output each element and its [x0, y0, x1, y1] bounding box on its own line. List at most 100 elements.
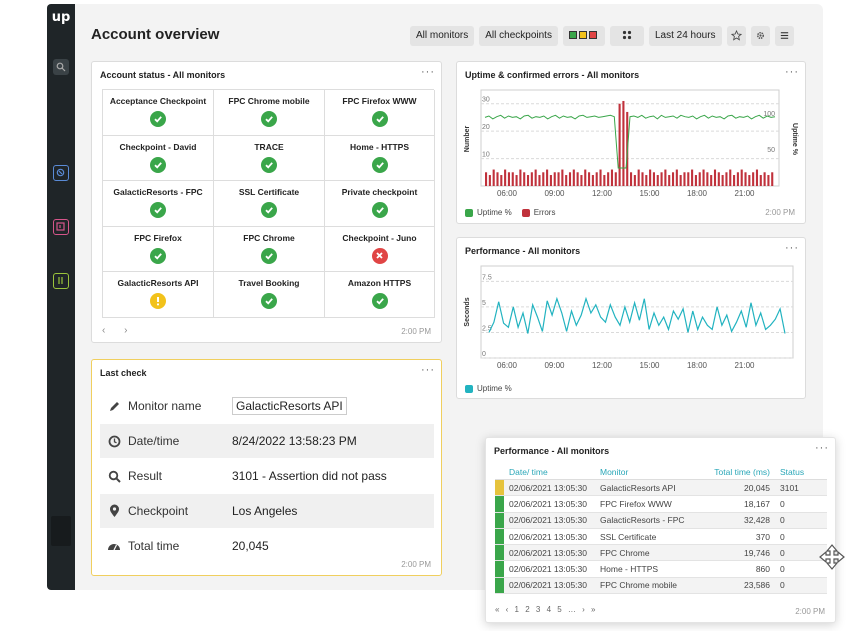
status-cell[interactable]: Amazon HTTPS [325, 272, 435, 318]
all-checkpoints-filter[interactable]: All checkpoints [479, 26, 558, 46]
performance-chart-title: Performance - All monitors [465, 246, 581, 256]
last-check-title: Last check [100, 368, 147, 378]
x-tick-label: 12:00 [592, 361, 613, 370]
status-cell-name: GalacticResorts - FPC [113, 187, 203, 198]
table-row[interactable]: 02/06/2021 13:05:30 GalacticResorts API 20… [495, 480, 827, 497]
status-cell[interactable]: Travel Booking [214, 272, 325, 318]
cell-monitor: Home - HTTPS [600, 564, 659, 575]
pencil-icon [100, 400, 128, 413]
error-bar [744, 172, 747, 186]
all-monitors-filter[interactable]: All monitors [410, 26, 475, 46]
status-grid: Acceptance Checkpoint FPC Chrome mobile FP… [102, 89, 435, 318]
perf-table-pager[interactable]: « ‹ 1 2 3 4 5 … › » [495, 605, 598, 614]
header-date[interactable]: Date/ time [509, 466, 548, 477]
uptime-chart-menu-button[interactable]: ··· [785, 66, 799, 78]
status-cell[interactable]: FPC Firefox WWW [325, 90, 435, 136]
last-check-value: 3101 - Assertion did not pass [232, 469, 387, 483]
status-cell[interactable]: GalacticResorts - FPC [103, 181, 214, 227]
check-circle-icon [371, 156, 388, 173]
move-icon[interactable] [818, 543, 846, 571]
account-status-menu-button[interactable]: ··· [421, 66, 435, 78]
error-bar [656, 175, 659, 186]
row-status-color [495, 545, 504, 561]
cell-total-time: 18,167 [744, 498, 770, 509]
favorite-button[interactable] [726, 26, 746, 46]
error-circle-icon [371, 247, 388, 264]
legend-performance-label: Uptime % [477, 384, 512, 393]
status-cell-name: Travel Booking [238, 278, 300, 289]
logo[interactable]: up [51, 10, 71, 25]
cell-status: 0 [780, 547, 785, 558]
status-cell-name: Home - HTTPS [349, 141, 410, 152]
status-cell[interactable]: Checkpoint - David [103, 135, 214, 182]
y-tick-label: 0 [482, 351, 486, 358]
y-tick-label: 7.5 [482, 274, 492, 281]
status-cell[interactable]: TRACE [214, 135, 325, 182]
table-row[interactable]: 02/06/2021 13:05:30 FPC Firefox WWW 18,167… [495, 496, 827, 513]
error-bar [706, 172, 709, 186]
error-bar [492, 169, 495, 186]
perf-table-menu-button[interactable]: ··· [815, 442, 829, 454]
layout-grid-button[interactable] [609, 26, 644, 46]
sidebar-dashboards-button[interactable] [53, 165, 69, 181]
header-total-time[interactable]: Total time (ms) [714, 466, 770, 477]
status-cell[interactable]: Acceptance Checkpoint [103, 90, 214, 136]
x-tick-label: 18:00 [687, 361, 708, 370]
error-bar [767, 175, 770, 186]
status-color-filter[interactable] [562, 26, 605, 46]
sidebar-search-button[interactable] [53, 59, 69, 75]
status-cell[interactable]: FPC Firefox [103, 226, 214, 273]
table-row[interactable]: 02/06/2021 13:05:30 FPC Chrome 19,746 0 [495, 545, 827, 562]
legend-uptime: Uptime % [465, 208, 512, 217]
header-monitor[interactable]: Monitor [600, 466, 629, 477]
last-check-label: Date/time [128, 434, 180, 448]
performance-table-card: Performance - All monitors ··· Date/ tim… [485, 437, 836, 623]
last-check-menu-button[interactable]: ··· [421, 364, 435, 376]
check-circle-icon [150, 202, 166, 219]
table-row[interactable]: 02/06/2021 13:05:30 GalacticResorts - FPC… [495, 512, 827, 529]
error-bar [610, 169, 614, 186]
table-row[interactable]: 02/06/2021 13:05:30 FPC Chrome mobile 23,5… [495, 577, 827, 595]
status-cell[interactable]: Private checkpoint [325, 181, 435, 227]
error-bar [740, 169, 743, 186]
cell-date: 02/06/2021 13:05:30 [509, 580, 587, 591]
status-cell[interactable]: FPC Chrome mobile [214, 90, 325, 136]
performance-chart-card: Performance - All monitors ··· 0 2.5 5 7.5 0… [456, 237, 806, 399]
row-status-color [495, 480, 504, 496]
clock-icon [100, 435, 128, 448]
location-pin-icon [100, 504, 128, 518]
sidebar-reports-button[interactable] [53, 219, 69, 235]
status-cell[interactable]: Home - HTTPS [325, 135, 435, 182]
check-circle-icon [150, 111, 166, 127]
error-bar [515, 175, 518, 186]
last-check-value[interactable]: GalacticResorts API [232, 397, 347, 415]
status-yellow-swatch [578, 31, 587, 40]
last-check-row: Result 3101 - Assertion did not pass [100, 459, 434, 493]
cell-monitor: FPC Chrome [600, 547, 650, 558]
last-check-row: Checkpoint Los Angeles [100, 494, 434, 528]
x-tick-label: 15:00 [639, 189, 660, 198]
sidebar-monitors-button[interactable] [53, 273, 69, 289]
menu-button[interactable] [774, 26, 794, 46]
error-bar [675, 169, 678, 186]
page-title: Account overview [91, 26, 220, 43]
error-bar [549, 175, 552, 186]
header-status[interactable]: Status [780, 466, 805, 477]
status-cell[interactable]: GalacticResorts API [103, 272, 214, 318]
status-cell[interactable]: SSL Certificate [214, 181, 325, 227]
error-bar [580, 175, 583, 186]
account-status-card: Account status - All monitors ··· Accept… [91, 61, 442, 343]
status-cell[interactable]: FPC Chrome [214, 226, 325, 273]
status-cell[interactable]: Checkpoint - Juno [325, 226, 435, 273]
performance-chart-menu-button[interactable]: ··· [785, 242, 799, 254]
table-row[interactable]: 02/06/2021 13:05:30 Home - HTTPS 860 0 [495, 561, 827, 578]
status-red-swatch [588, 31, 597, 40]
table-row[interactable]: 02/06/2021 13:05:30 SSL Certificate 370 0 [495, 528, 827, 546]
legend-uptime-label: Uptime % [477, 208, 512, 217]
error-bar [496, 172, 499, 186]
sidebar-user-area[interactable] [51, 516, 71, 546]
account-status-pager[interactable]: ‹ › [102, 325, 136, 336]
settings-button[interactable] [750, 26, 770, 46]
time-range-selector[interactable]: Last 24 hours [648, 26, 722, 46]
status-cell-name: FPC Firefox WWW [342, 96, 417, 106]
